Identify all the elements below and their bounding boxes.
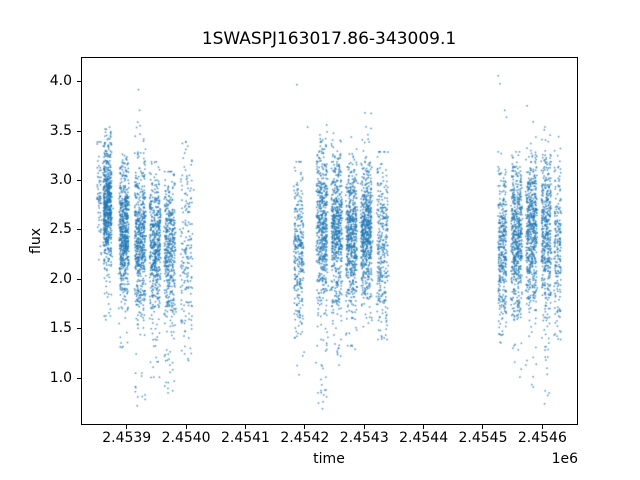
y-tick-mark: [77, 278, 81, 280]
y-tick-label: 1.0: [49, 369, 72, 386]
y-tick-mark: [77, 179, 81, 181]
x-tick-label: 2.4542: [280, 430, 330, 446]
y-tick-mark: [77, 328, 81, 330]
x-tick-mark: [244, 425, 246, 429]
x-tick-label: 2.4543: [339, 430, 389, 446]
y-tick-label: 2.0: [49, 270, 72, 287]
y-tick-label: 3.5: [49, 122, 72, 139]
y-tick-label: 1.5: [49, 320, 72, 337]
x-axis-offset-text: 1e6: [551, 451, 578, 467]
x-tick-mark: [541, 425, 543, 429]
x-tick-mark: [126, 425, 128, 429]
x-tick-mark: [304, 425, 306, 429]
y-tick-mark: [77, 229, 81, 231]
x-tick-mark: [185, 425, 187, 429]
x-axis-label: time: [313, 451, 345, 467]
y-tick-label: 4.0: [49, 73, 72, 90]
scatter-points-canvas: [82, 58, 579, 426]
x-tick-label: 2.4541: [220, 430, 270, 446]
y-tick-label: 3.0: [49, 171, 72, 188]
x-tick-label: 2.4539: [102, 430, 152, 446]
plot-area: [81, 57, 579, 426]
x-tick-mark: [423, 425, 425, 429]
y-tick-mark: [77, 377, 81, 379]
x-tick-mark: [363, 425, 365, 429]
x-tick-label: 2.4545: [458, 430, 508, 446]
y-axis-label: flux: [28, 228, 44, 254]
y-tick-mark: [77, 81, 81, 83]
chart-title: 1SWASPJ163017.86-343009.1: [201, 29, 457, 49]
x-tick-mark: [482, 425, 484, 429]
y-tick-mark: [77, 130, 81, 132]
y-tick-label: 2.5: [49, 221, 72, 238]
x-tick-label: 2.4546: [517, 430, 567, 446]
x-tick-label: 2.4540: [161, 430, 211, 446]
x-tick-label: 2.4544: [399, 430, 449, 446]
